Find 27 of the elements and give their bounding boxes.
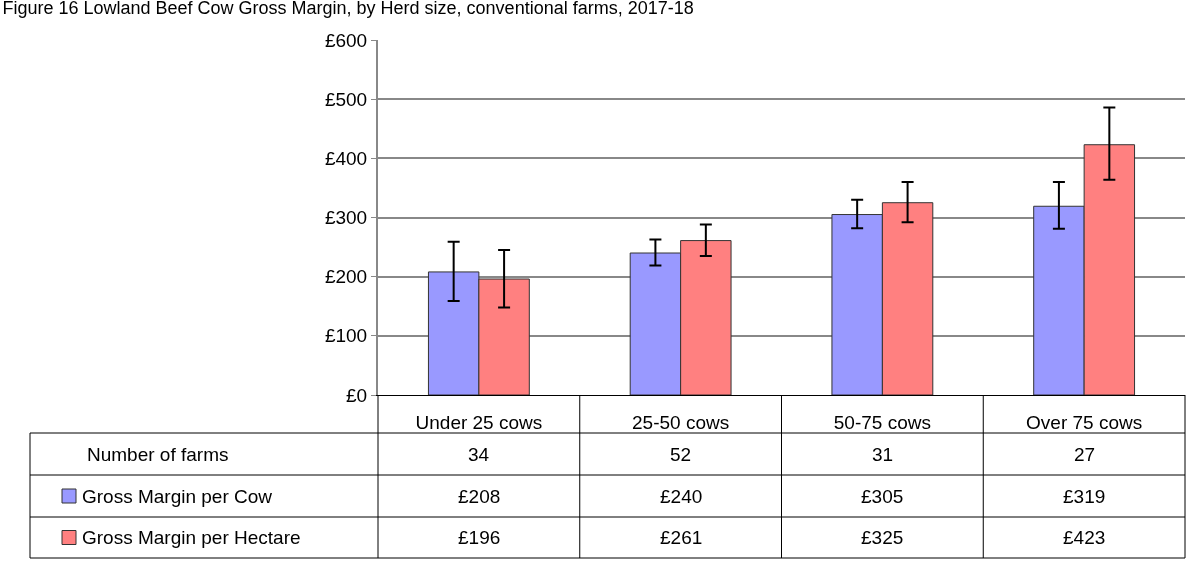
text: Number of farms (87, 444, 229, 465)
data-label: £319 (1063, 486, 1106, 507)
text: 27 (1074, 444, 1096, 465)
data-label: £196 (458, 527, 501, 548)
text: 31 (872, 444, 894, 465)
x-tick-label: Over 75 cows (1026, 411, 1143, 433)
y-tick-label: £600 (324, 29, 368, 51)
data-label: £325 (861, 527, 904, 548)
y-tick-label: £300 (324, 207, 368, 229)
text: 52 (670, 444, 692, 465)
y-tick-label: £200 (324, 266, 368, 288)
legend-label: Gross Margin per Cow (82, 486, 273, 507)
y-tick-label: £400 (324, 147, 368, 169)
legend-label: Gross Margin per Hectare (82, 527, 301, 548)
data-label: £240 (660, 486, 703, 507)
data-label: £261 (660, 527, 703, 548)
data-label: £305 (861, 486, 904, 507)
data-label: £423 (1063, 527, 1106, 548)
x-tick-label: 25-50 cows (632, 411, 730, 433)
chart-title: Figure 16 Lowland Beef Cow Gross Margin, by Herd size, conventional farms, 2017-18 (2, 0, 694, 19)
x-tick-label: Under 25 cows (415, 411, 543, 433)
y-tick-label: £0 (346, 384, 368, 406)
text: 34 (468, 444, 490, 465)
x-tick-label: 50-75 cows (833, 411, 931, 433)
y-tick-label: £500 (324, 88, 368, 110)
data-label: £208 (458, 486, 501, 507)
y-tick-label: £100 (324, 325, 368, 347)
